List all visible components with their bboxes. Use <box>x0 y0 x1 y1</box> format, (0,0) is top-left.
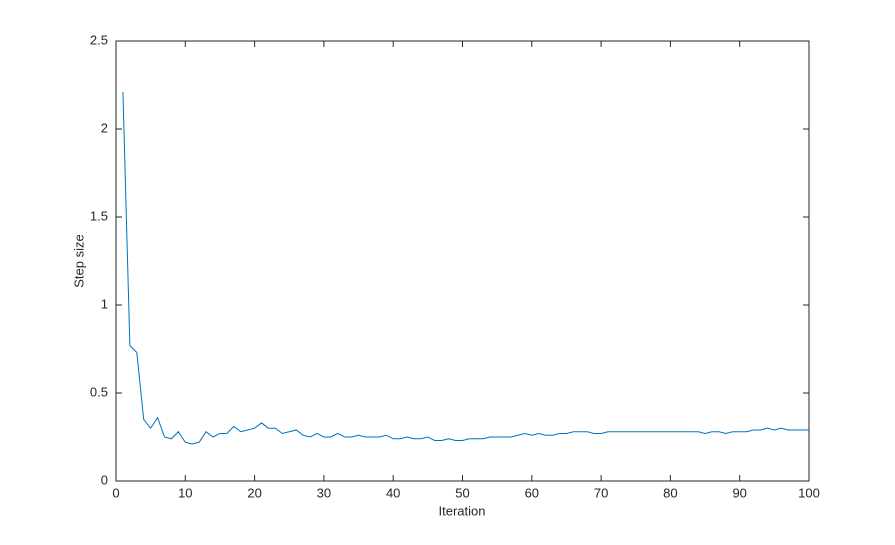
x-tick-label: 40 <box>386 485 400 500</box>
x-tick-label: 0 <box>112 485 119 500</box>
y-tick-label: 2.5 <box>90 32 108 47</box>
x-tick-label: 70 <box>594 485 608 500</box>
x-tick-label: 30 <box>317 485 331 500</box>
x-axis-label: Iteration <box>439 503 486 518</box>
x-tick-label: 60 <box>525 485 539 500</box>
y-axis-label: Step size <box>71 234 86 287</box>
y-tick-label: 1 <box>101 296 108 311</box>
y-tick-label: 2 <box>101 120 108 135</box>
x-tick-label: 20 <box>247 485 261 500</box>
x-tick-label: 90 <box>732 485 746 500</box>
y-tick-label: 0 <box>101 472 108 487</box>
x-tick-label: 100 <box>798 485 820 500</box>
x-tick-label: 80 <box>663 485 677 500</box>
x-tick-label: 50 <box>455 485 469 500</box>
y-tick-label: 0.5 <box>90 384 108 399</box>
x-tick-label: 10 <box>178 485 192 500</box>
y-tick-label: 1.5 <box>90 208 108 223</box>
data-line <box>122 92 809 445</box>
